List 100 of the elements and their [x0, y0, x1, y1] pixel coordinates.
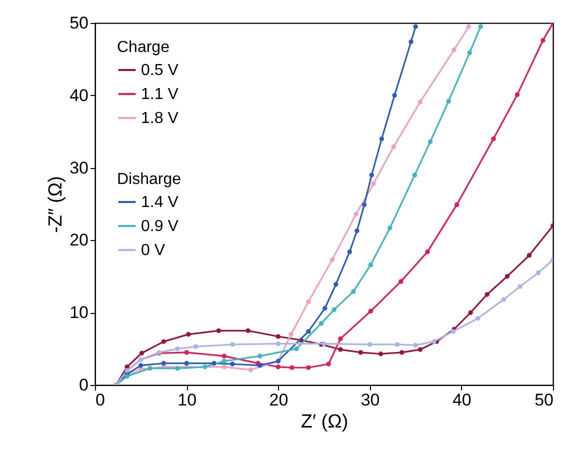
point: [276, 341, 281, 346]
x-tick-label: 50: [534, 390, 554, 410]
point: [306, 299, 311, 304]
point: [222, 354, 226, 358]
point: [202, 364, 208, 370]
point: [246, 328, 250, 334]
point: [418, 100, 423, 104]
point: [230, 342, 235, 347]
point: [290, 365, 294, 370]
point: [484, 292, 490, 297]
point: [467, 50, 472, 56]
point: [294, 346, 299, 352]
point: [392, 93, 397, 98]
point: [222, 364, 226, 370]
point: [148, 366, 152, 371]
x-axis-title: Z′ (Ω): [300, 412, 348, 432]
point: [518, 284, 522, 289]
point: [175, 346, 180, 352]
point: [501, 297, 506, 302]
point: [216, 328, 222, 334]
point: [248, 367, 254, 372]
point: [288, 332, 294, 337]
point: [326, 362, 331, 366]
point: [413, 342, 418, 348]
point: [354, 212, 358, 216]
point: [428, 139, 433, 144]
point: [398, 279, 404, 284]
y-axis-title: -Z″ (Ω): [46, 176, 67, 233]
x-tick-label: 40: [452, 390, 472, 410]
x-tick-label: 30: [360, 390, 380, 410]
point: [358, 350, 363, 355]
point: [425, 249, 430, 254]
point: [354, 228, 360, 234]
point: [388, 226, 392, 230]
legend-label: 0 V: [141, 242, 166, 259]
point: [368, 262, 374, 268]
point: [446, 98, 451, 104]
y-tick-label: 50: [70, 14, 88, 32]
point: [367, 342, 372, 347]
legend-title: Charge: [117, 39, 170, 56]
point: [186, 332, 191, 337]
legend-label: 0.5 V: [141, 62, 179, 79]
point: [212, 360, 216, 366]
point: [306, 329, 311, 334]
point: [408, 39, 414, 44]
point: [536, 270, 541, 276]
point: [276, 334, 281, 339]
point: [369, 172, 374, 178]
point: [418, 347, 423, 352]
point: [318, 321, 324, 326]
point: [222, 358, 226, 364]
point: [306, 365, 311, 370]
x-tick-label: 10: [178, 390, 197, 410]
point: [368, 308, 374, 314]
legend-label: 1.4 V: [141, 194, 179, 211]
point: [161, 360, 166, 366]
point: [412, 172, 418, 178]
point: [184, 360, 189, 366]
point: [347, 249, 352, 254]
point: [526, 253, 532, 258]
point: [491, 136, 496, 142]
point: [332, 307, 336, 312]
point: [138, 363, 144, 368]
legend-label: 1.1 V: [141, 86, 179, 103]
point: [338, 347, 343, 352]
legend-label: 1.8 V: [141, 110, 179, 127]
y-tick-label: 10: [70, 303, 88, 322]
point: [175, 366, 180, 371]
point: [478, 24, 483, 29]
y-tick-label: 0: [79, 376, 88, 394]
point: [350, 289, 356, 294]
point: [161, 339, 166, 344]
point: [322, 306, 328, 311]
point: [504, 274, 510, 279]
point: [184, 350, 189, 355]
point: [258, 354, 262, 358]
point: [432, 339, 436, 344]
point: [230, 362, 235, 366]
point: [334, 282, 338, 287]
point: [139, 350, 144, 356]
point: [378, 352, 384, 356]
x-tick-label: 0: [96, 390, 105, 410]
point: [362, 202, 367, 208]
y-tick-label: 30: [70, 158, 88, 178]
point: [454, 202, 460, 208]
point: [391, 144, 396, 150]
point: [476, 316, 480, 321]
y-tick-label: 40: [70, 86, 88, 105]
point: [400, 350, 404, 355]
point: [394, 342, 400, 347]
x-tick-label: 20: [269, 390, 288, 410]
point: [466, 24, 472, 29]
annotation: Disharge: [117, 171, 182, 188]
point: [452, 47, 456, 52]
point: [468, 310, 473, 315]
point: [379, 136, 384, 142]
point: [514, 92, 520, 98]
point: [276, 364, 281, 370]
point: [322, 341, 326, 346]
point: [413, 24, 418, 29]
